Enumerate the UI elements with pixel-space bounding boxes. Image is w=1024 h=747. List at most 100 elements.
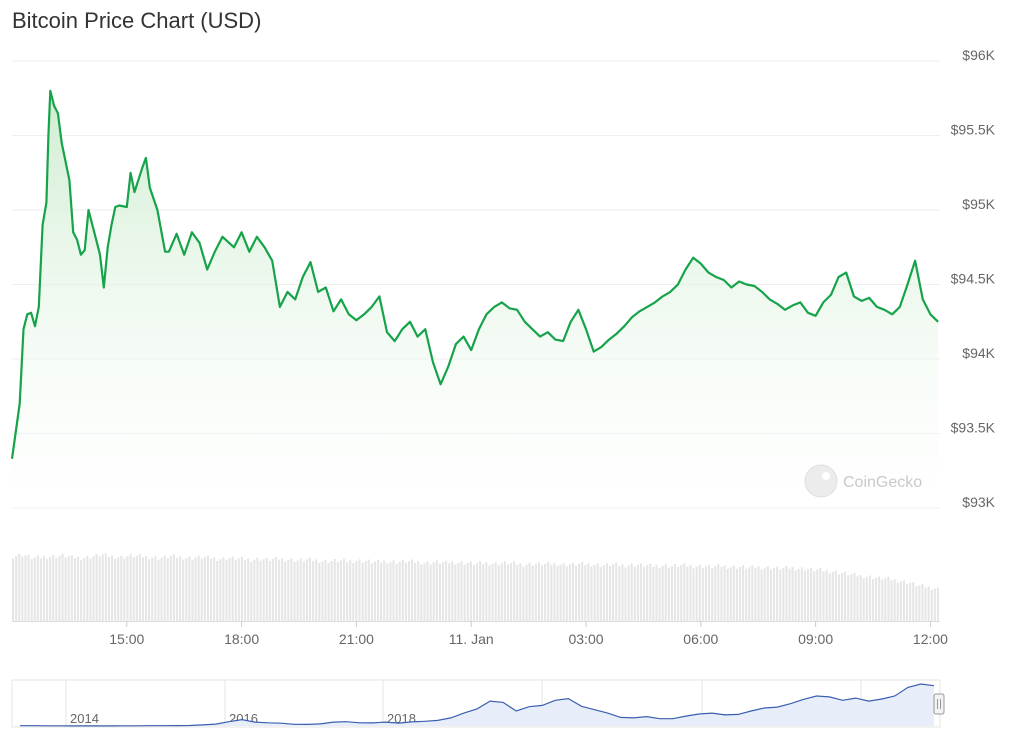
volume-bar [633, 566, 636, 621]
volume-bar [902, 580, 905, 621]
y-axis-labels: $93K $93.5K $94K $94.5K $95K $95.5K $96K [951, 47, 996, 510]
volume-bar [831, 571, 834, 621]
volume-bar [587, 563, 590, 621]
volume-bar [89, 558, 92, 621]
volume-bar [179, 556, 182, 621]
volume-bar [339, 560, 342, 621]
volume-bar [905, 583, 909, 621]
volume-bar [683, 563, 686, 621]
volume-bar [667, 567, 670, 621]
volume-bar [448, 563, 451, 621]
volume-bar [732, 565, 735, 621]
volume-bar [305, 559, 308, 621]
volume-bar [346, 562, 349, 621]
x-tick-label: 15:00 [109, 631, 144, 647]
volume-bar [417, 561, 420, 621]
volume-bar [27, 554, 30, 621]
volume-bar [909, 582, 912, 621]
volume-bar [599, 566, 602, 621]
volume-bar [256, 557, 259, 621]
volume-bar [689, 565, 692, 621]
volume-bar [525, 564, 528, 621]
volume-bar [497, 565, 500, 621]
volume-bar [244, 560, 247, 621]
volume-bar [457, 562, 460, 621]
volume-bar [18, 554, 21, 621]
volume-bar [98, 556, 101, 621]
volume-bar [315, 559, 318, 621]
navigator-handle[interactable] [933, 693, 945, 715]
volume-bar [630, 563, 633, 621]
volume-bar [342, 558, 346, 621]
volume-bar [157, 559, 160, 621]
volume-bar [420, 564, 423, 621]
volume-bar [117, 557, 120, 621]
volume-bar [290, 558, 293, 621]
volume-bar [287, 560, 290, 621]
volume-bar [296, 560, 299, 621]
volume-bar [426, 561, 429, 621]
volume-bar [414, 562, 417, 621]
volume-bar [868, 575, 871, 621]
volume-bar [358, 559, 361, 621]
volume-bar [618, 565, 621, 621]
volume-bar [841, 573, 844, 621]
volume-bar [265, 557, 268, 621]
volume-bar [485, 562, 488, 621]
volume-bar [701, 567, 704, 621]
volume-bar [129, 553, 132, 621]
volume-bar [760, 569, 763, 621]
volume-bar [67, 556, 70, 621]
volume-bar [692, 568, 695, 621]
volume-bar [766, 566, 769, 621]
volume-bar [438, 563, 441, 621]
volume-bar [828, 573, 831, 621]
volume-bar [46, 559, 49, 621]
volume-bar [887, 576, 890, 621]
volume-bar [324, 559, 327, 621]
y-tick-label: $93.5K [951, 420, 996, 436]
volume-bar [519, 563, 522, 621]
volume-bar [738, 566, 742, 621]
volume-bar [921, 584, 924, 621]
volume-bar [890, 580, 893, 621]
navigator-year-label: 2014 [70, 711, 99, 726]
volume-bar [571, 562, 574, 621]
price-line [10, 89, 939, 459]
volume-bar [213, 557, 216, 621]
range-navigator[interactable]: 201420162018202020222024 [11, 679, 945, 728]
volume-bar [197, 555, 200, 621]
volume-bar [209, 559, 213, 621]
volume-bar [274, 556, 278, 621]
volume-bar [327, 562, 330, 621]
volume-bar [680, 564, 683, 621]
volume-bar [259, 560, 262, 621]
volume-bar [383, 560, 386, 621]
volume-bar [101, 554, 104, 621]
volume-bar [550, 564, 553, 621]
volume-bar [182, 559, 185, 621]
volume-bar [584, 564, 587, 621]
volume-bars [12, 553, 940, 622]
volume-bar [12, 558, 15, 621]
volume-bar [559, 564, 562, 621]
volume-bar [729, 567, 732, 621]
volume-bar [924, 587, 927, 621]
volume-bar [636, 564, 639, 621]
volume-bar [411, 559, 414, 621]
volume-bar [423, 563, 426, 621]
price-area [10, 89, 939, 509]
volume-bar [432, 562, 435, 621]
volume-bar [593, 565, 596, 621]
volume-bar [834, 570, 837, 621]
volume-bar [510, 562, 513, 621]
volume-bar [231, 556, 234, 621]
volume-bar [253, 559, 256, 621]
volume-bar [757, 566, 760, 621]
x-tick-label: 12:00 [913, 631, 948, 647]
volume-bar [401, 559, 404, 621]
volume-bar [649, 563, 652, 621]
volume-bar [494, 562, 497, 621]
volume-bar [302, 561, 305, 621]
